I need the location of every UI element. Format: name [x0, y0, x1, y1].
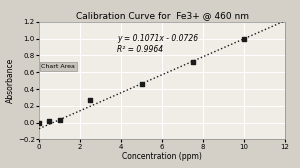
Point	[139, 83, 144, 85]
Title: Calibration Curve for  Fe3+ @ 460 nm: Calibration Curve for Fe3+ @ 460 nm	[76, 11, 248, 20]
Point	[88, 99, 93, 101]
Point	[47, 120, 52, 122]
Point	[57, 119, 62, 121]
X-axis label: Concentration (ppm): Concentration (ppm)	[122, 152, 202, 161]
Point	[190, 61, 195, 64]
Y-axis label: Absorbance: Absorbance	[6, 58, 15, 103]
Text: Chart Area: Chart Area	[41, 64, 75, 69]
Text: y = 0.1071x - 0.0726
R² = 0.9964: y = 0.1071x - 0.0726 R² = 0.9964	[117, 34, 198, 54]
Point	[242, 37, 246, 40]
Point	[37, 121, 41, 124]
